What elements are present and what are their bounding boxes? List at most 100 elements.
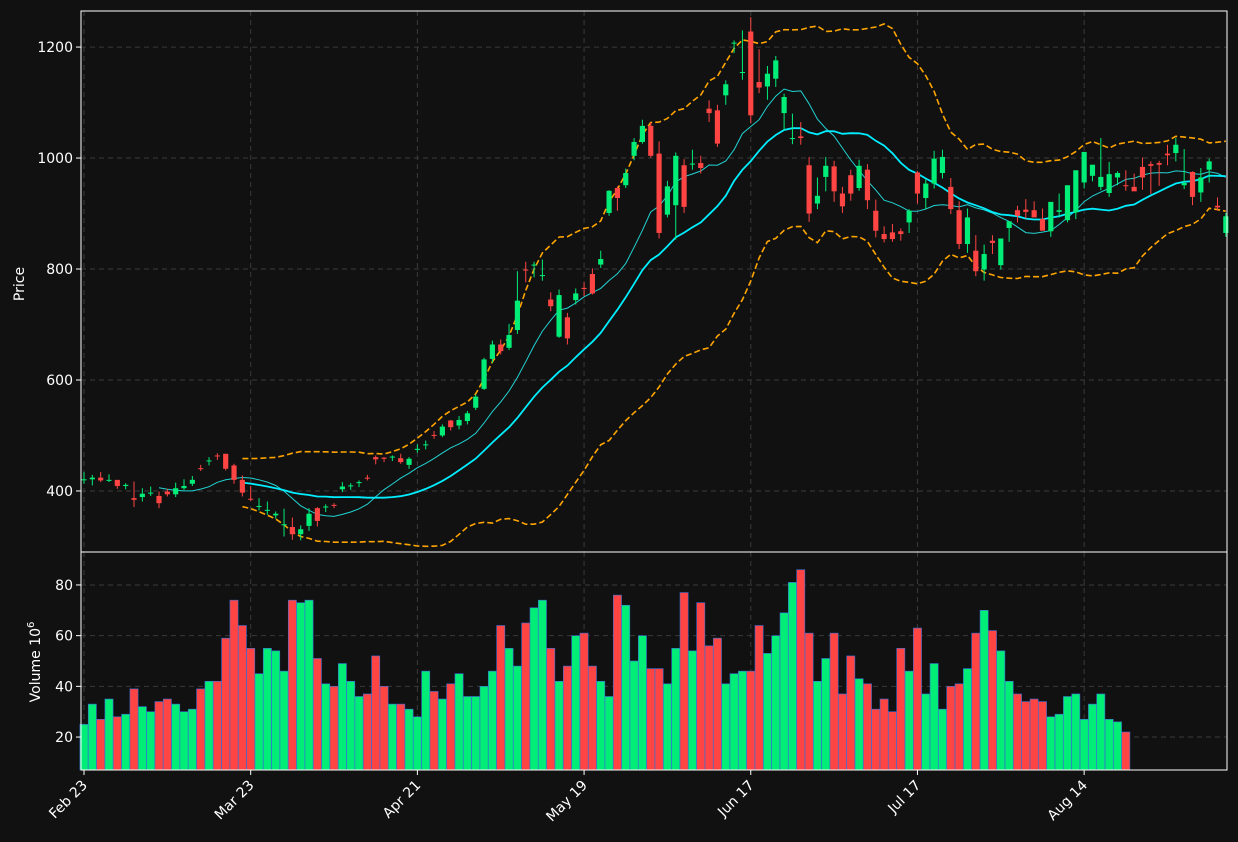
candle-body	[1081, 151, 1087, 183]
candle-body	[831, 166, 837, 192]
volume-bar	[763, 653, 772, 771]
candle-body	[148, 492, 154, 494]
candle-body	[964, 217, 971, 245]
candle-body	[1023, 209, 1029, 212]
candle-body	[331, 504, 337, 506]
candle-body	[239, 479, 245, 493]
volume-bar	[954, 683, 964, 771]
candle-body	[348, 485, 354, 487]
candle-body	[631, 141, 637, 156]
candle-body	[214, 455, 220, 457]
candle-body	[356, 482, 362, 484]
candle-body	[139, 493, 145, 498]
volume-bar	[646, 668, 656, 771]
volume-bar	[112, 716, 122, 771]
candle-body	[581, 287, 587, 289]
volume-bar	[1113, 721, 1122, 771]
candle-body	[989, 240, 996, 243]
candle-body	[123, 484, 129, 486]
candle-body	[664, 186, 671, 215]
candle-body	[1206, 161, 1212, 170]
candle-body	[956, 210, 962, 245]
volume-bar	[1079, 719, 1089, 771]
volume-bar	[387, 703, 397, 771]
candle-body	[1148, 164, 1154, 166]
volume-axis-label-exponent: 6	[26, 622, 37, 628]
volume-bar	[379, 686, 389, 771]
candles	[81, 17, 1229, 541]
candle-body	[248, 498, 254, 500]
candle-body	[556, 295, 562, 337]
candle-body	[189, 479, 195, 484]
candle-body	[456, 419, 462, 426]
candle-body	[639, 125, 645, 142]
volume-bar	[271, 650, 281, 771]
volume-bar	[171, 703, 181, 771]
volume-panel: 20 40 60 80 Volume 106	[26, 551, 1228, 771]
candle-body	[473, 396, 479, 408]
moving-averages	[158, 88, 1227, 517]
volume-bar	[1038, 701, 1047, 771]
candle-body	[998, 238, 1004, 266]
volume-bar	[521, 622, 531, 771]
volume-bar	[279, 670, 289, 771]
candle-body	[1164, 153, 1171, 156]
candle-body	[406, 458, 412, 465]
candle-body	[364, 477, 370, 479]
volume-bar	[913, 627, 922, 771]
volume-bar	[779, 612, 789, 771]
volume-bar	[254, 673, 264, 771]
volume-bar	[804, 632, 814, 771]
volume-bar	[287, 599, 297, 771]
volume-bar	[87, 703, 97, 771]
candle-body	[448, 420, 454, 428]
candle-body	[98, 477, 104, 481]
price-tick-label: 1000	[37, 151, 73, 167]
candle-body	[673, 155, 679, 206]
volume-bar	[846, 655, 856, 771]
candle-body	[873, 210, 879, 231]
candle-body	[681, 165, 687, 207]
candle-body	[1173, 144, 1179, 154]
candle-body	[156, 495, 162, 504]
volume-bar	[563, 665, 572, 771]
candle-body	[548, 299, 554, 307]
volume-bar	[1029, 698, 1039, 771]
volume-bar	[938, 708, 947, 771]
volume-bar	[996, 650, 1006, 771]
volume-bar	[229, 599, 239, 771]
candle-body	[314, 508, 320, 521]
volume-bar	[371, 655, 381, 771]
candle-body	[698, 163, 704, 169]
candle-body	[1089, 164, 1096, 176]
volume-bar	[137, 706, 147, 771]
volume-bar	[654, 668, 664, 771]
volume-bar	[754, 625, 764, 771]
candle-body	[1048, 201, 1054, 232]
volume-bar	[488, 670, 497, 771]
candle-body	[864, 169, 871, 201]
candle-body	[564, 317, 570, 339]
volume-bar	[879, 698, 889, 771]
volume-bar	[438, 698, 447, 771]
volume-bar	[1104, 719, 1114, 771]
volume-bar	[688, 650, 697, 771]
volume-bar	[963, 668, 972, 771]
volume-bar	[246, 648, 256, 771]
volume-bar	[1071, 693, 1081, 771]
volume-bar	[337, 663, 347, 771]
candle-body	[1223, 216, 1229, 233]
candle-body	[789, 138, 796, 140]
volume-bar	[129, 688, 139, 771]
volume-bar	[596, 680, 606, 771]
volume-bar	[871, 708, 881, 771]
candle-body	[1156, 163, 1162, 165]
candle-body	[81, 479, 87, 481]
volume-bar	[629, 660, 639, 771]
volume-bar	[896, 648, 906, 771]
volume-bar	[838, 693, 847, 771]
volume-bar	[1013, 693, 1022, 771]
volume-bar	[579, 632, 589, 771]
volume-bar	[104, 698, 114, 771]
volume-bar	[396, 703, 406, 771]
